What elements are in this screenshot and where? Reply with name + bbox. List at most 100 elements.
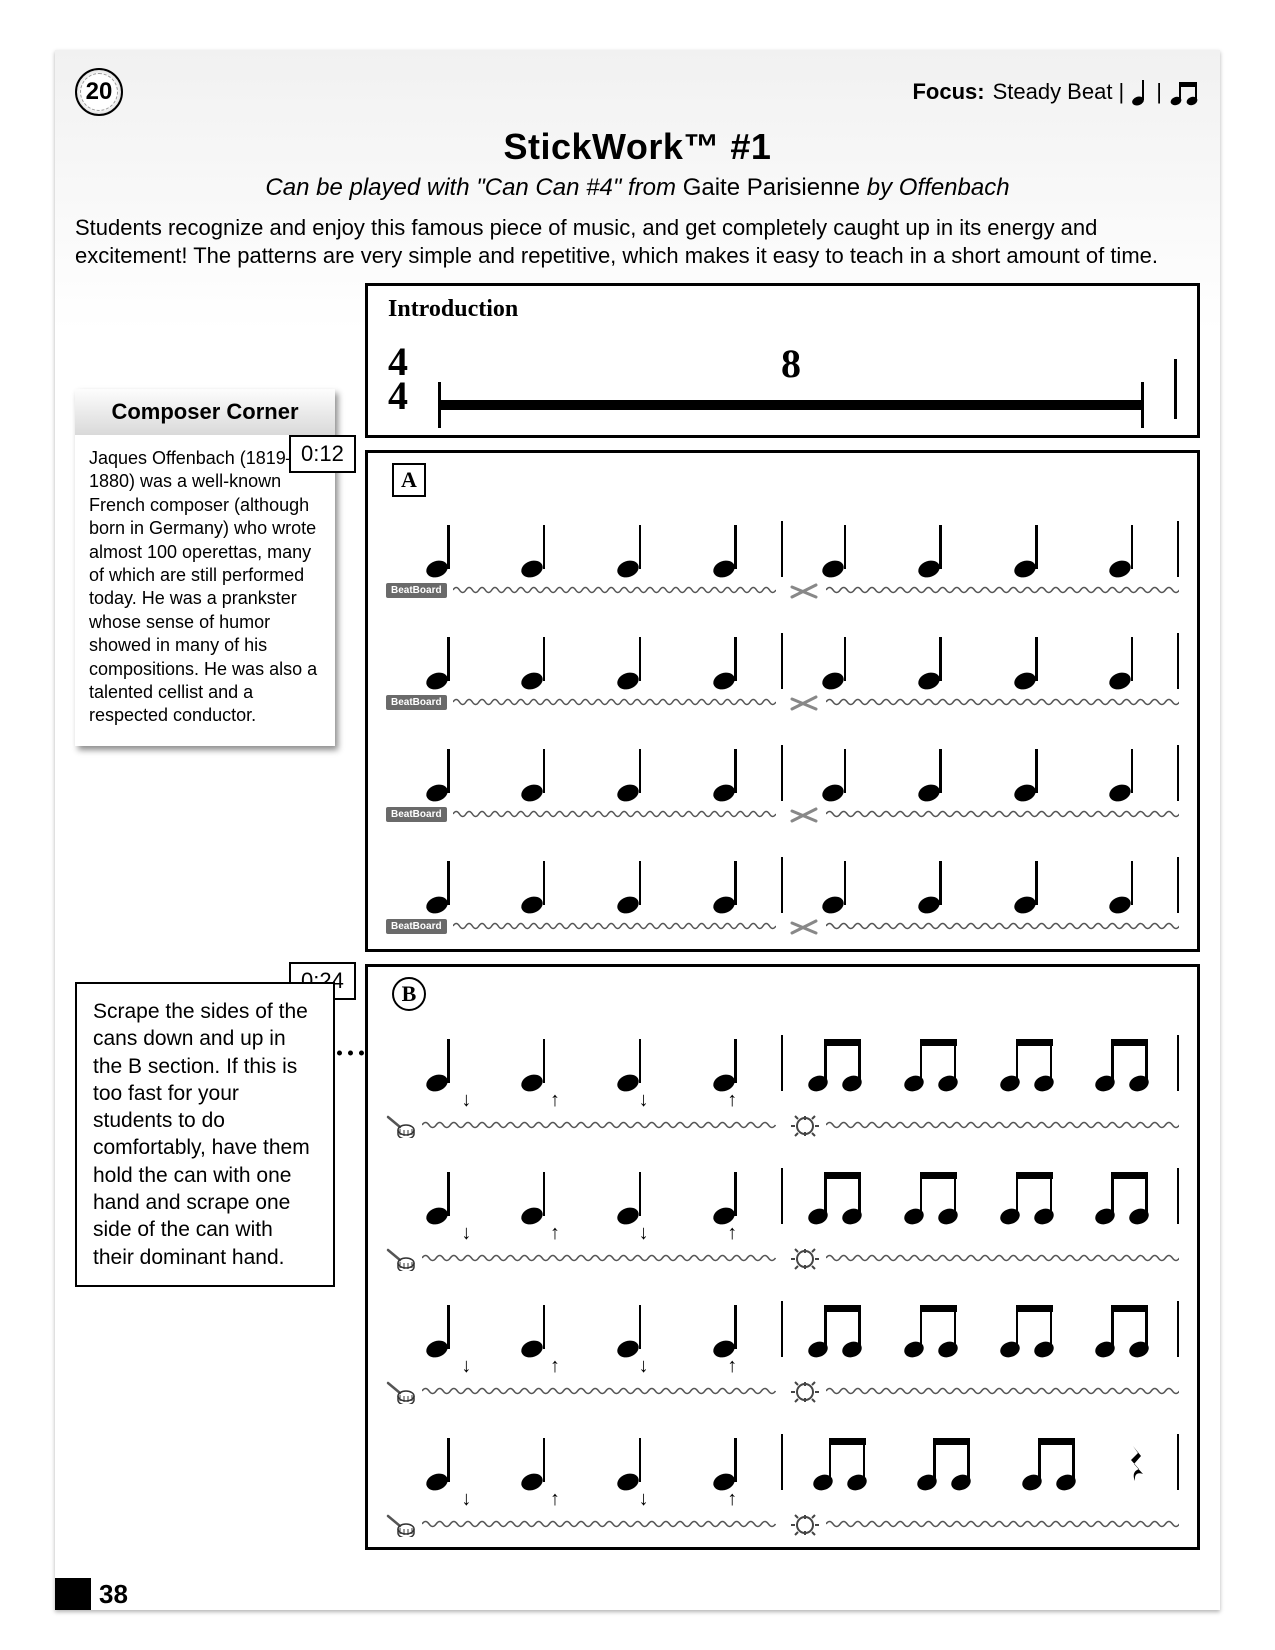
music-row: ↓↑↓↑ — [386, 1025, 1179, 1136]
quarter-note — [617, 1035, 645, 1091]
intro-box: Introduction 4 4 8 — [365, 283, 1200, 438]
arrow-icon: ↓ — [456, 1089, 476, 1112]
eighth-note-pair — [915, 1434, 975, 1490]
drumsticks-icon — [790, 915, 820, 937]
music-row: ↓↑↓↑ — [386, 1158, 1179, 1269]
measure — [386, 857, 781, 913]
track-number: 20 — [86, 78, 113, 106]
quarter-note — [521, 745, 549, 801]
measure — [783, 1035, 1178, 1091]
quarter-note — [918, 745, 946, 801]
measures — [386, 1424, 1179, 1490]
barline — [1177, 521, 1179, 577]
quarter-note — [426, 1168, 454, 1224]
music-row: BeatBoard — [386, 847, 1179, 937]
measures — [386, 623, 1179, 689]
time-signature: 4 4 — [388, 345, 408, 413]
quarter-note — [521, 1301, 549, 1357]
tool-line — [386, 1114, 1179, 1136]
quarter-note — [713, 745, 741, 801]
quarter-note — [521, 633, 549, 689]
measure — [783, 745, 1178, 801]
arrow-icon: ↓ — [634, 1355, 654, 1378]
drumsticks-icon — [790, 803, 820, 825]
can-icon — [386, 1114, 416, 1136]
eighth-note-pair — [806, 1301, 866, 1357]
quarter-note — [521, 521, 549, 577]
quarter-note — [1109, 745, 1137, 801]
can-icon — [386, 1247, 416, 1269]
quarter-note — [617, 521, 645, 577]
measure — [783, 521, 1178, 577]
tool-line — [386, 1247, 1179, 1269]
barline — [1177, 1434, 1179, 1490]
tool-line: BeatBoard — [386, 803, 1179, 825]
quarter-note — [713, 1168, 741, 1224]
quarter-note — [713, 1301, 741, 1357]
barline — [1177, 745, 1179, 801]
intro-paragraph: Students recognize and enjoy this famous… — [55, 202, 1220, 277]
quarter-rest — [1125, 1440, 1149, 1490]
quarter-note — [521, 1035, 549, 1091]
section-a: A BeatBoard BeatBoard BeatBoard BeatBoard — [365, 450, 1200, 952]
quarter-note — [822, 633, 850, 689]
quarter-note — [1014, 857, 1042, 913]
quarter-note — [1109, 857, 1137, 913]
tool-line — [386, 1380, 1179, 1402]
tambourine-icon — [790, 1380, 820, 1402]
measures — [386, 1158, 1179, 1224]
quarter-note — [617, 1434, 645, 1490]
music-row: ↓↑↓↑ — [386, 1291, 1179, 1402]
instruction-box: Scrape the sides of the cans down and up… — [75, 982, 335, 1287]
eighth-note-pair — [1093, 1168, 1153, 1224]
quarter-note — [713, 857, 741, 913]
measure — [783, 1301, 1178, 1357]
quarter-note — [822, 857, 850, 913]
arrow-icon: ↑ — [545, 1488, 565, 1511]
arrow-icon: ↓ — [456, 1222, 476, 1245]
intro-staff: 4 4 8 — [388, 337, 1177, 421]
quarter-note — [918, 521, 946, 577]
tool-line: BeatBoard — [386, 915, 1179, 937]
quarter-note — [1109, 521, 1137, 577]
tambourine-icon — [790, 1114, 820, 1136]
measures — [386, 735, 1179, 801]
quarter-note — [617, 1301, 645, 1357]
eighth-note-pair — [998, 1035, 1058, 1091]
arrow-icon: ↑ — [722, 1089, 742, 1112]
measure — [386, 1168, 781, 1224]
subtitle-prefix: Can be played with "Can Can #4" from — [265, 174, 682, 201]
page: 20 Focus: Steady Beat | | StickWork™ #1 … — [55, 50, 1220, 1610]
eighth-note-pair — [1093, 1035, 1153, 1091]
barline — [1177, 1168, 1179, 1224]
quarter-note — [617, 1168, 645, 1224]
subtitle-suffix: by Offenbach — [860, 174, 1009, 201]
arrow-icon: ↓ — [634, 1089, 654, 1112]
arrow-row: ↓↑↓↑ — [386, 1222, 783, 1245]
focus-value: Steady Beat | — [993, 79, 1125, 105]
timestamp-a: 0:12 — [289, 435, 356, 473]
beatboard-tag: BeatBoard — [386, 695, 447, 710]
measure — [783, 1434, 1178, 1490]
music-row: BeatBoard — [386, 735, 1179, 825]
subtitle-piece: Gaite Parisienne — [683, 174, 860, 201]
measure — [386, 1434, 781, 1490]
section-b-label: B — [392, 977, 426, 1011]
timesig-bottom: 4 — [388, 379, 408, 413]
eighth-note-pair — [806, 1035, 866, 1091]
eighth-note-pair — [902, 1035, 962, 1091]
tambourine-icon — [790, 1247, 820, 1269]
eighth-pair-icon — [1170, 78, 1200, 106]
section-a-label: A — [392, 463, 426, 497]
eighth-note-pair — [998, 1168, 1058, 1224]
beatboard-tag: BeatBoard — [386, 919, 447, 934]
main-grid: Introduction 4 4 8 Composer Corner Jaque… — [55, 283, 1220, 1550]
quarter-note — [617, 633, 645, 689]
instruction-text: Scrape the sides of the cans down and up… — [93, 1000, 310, 1269]
arrow-icon: ↑ — [545, 1222, 565, 1245]
page-subtitle: Can be played with "Can Can #4" from Gai… — [55, 174, 1220, 202]
music-row: ↓↑↓↑ — [386, 1424, 1179, 1535]
quarter-note — [426, 633, 454, 689]
beatboard-tag: BeatBoard — [386, 583, 447, 598]
quarter-note — [1014, 745, 1042, 801]
